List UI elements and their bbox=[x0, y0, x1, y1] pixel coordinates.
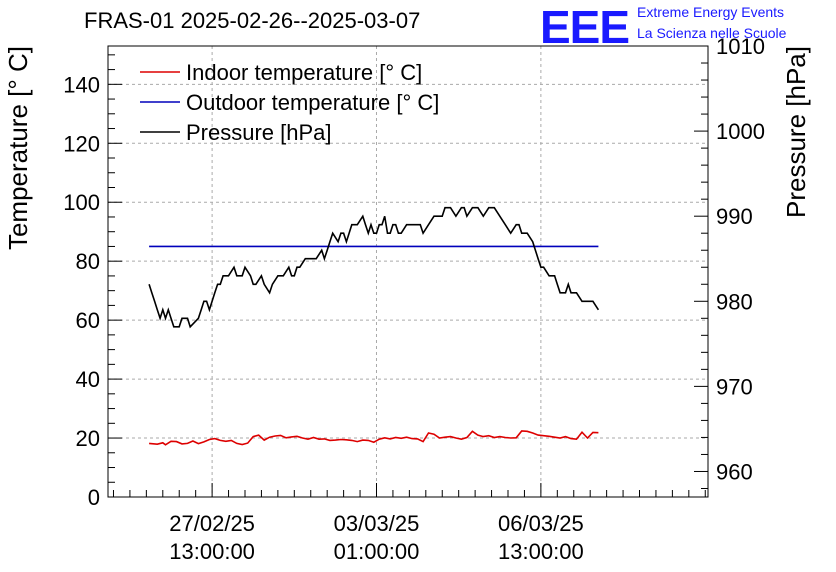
x-tick-label-time: 13:00:00 bbox=[169, 539, 255, 564]
chart-title: FRAS-01 2025-02-26--2025-03-07 bbox=[84, 8, 421, 33]
plot-frame bbox=[107, 45, 709, 498]
right-tick-label: 1000 bbox=[716, 119, 765, 144]
right-tick-label: 970 bbox=[716, 374, 753, 399]
legend-pressure-label: Pressure [hPa] bbox=[186, 120, 332, 145]
left-tick-label: 140 bbox=[63, 72, 100, 97]
left-tick-label: 80 bbox=[76, 249, 100, 274]
x-tick-label-date: 06/03/25 bbox=[498, 511, 584, 536]
legend: Indoor temperature [° C] Outdoor temperat… bbox=[140, 60, 439, 145]
legend-outdoor-label: Outdoor temperature [° C] bbox=[186, 90, 439, 115]
series-lines bbox=[148, 206, 600, 446]
left-tick-label: 40 bbox=[76, 367, 100, 392]
axes: 0 20 40 60 80 100 120 140 960 970 980 990 1000 1010 27… bbox=[3, 34, 811, 564]
x-tick-label-time: 01:00:00 bbox=[334, 539, 420, 564]
right-tick-label: 960 bbox=[716, 459, 753, 484]
logo-subtitle-1: Extreme Energy Events bbox=[637, 4, 785, 20]
left-tick-label: 0 bbox=[88, 485, 100, 510]
x-tick-label-date: 03/03/25 bbox=[334, 511, 420, 536]
indoor-temperature-line bbox=[149, 430, 599, 446]
left-tick-label: 120 bbox=[63, 131, 100, 156]
logo-subtitle-2: La Scienza nelle Scuole bbox=[637, 25, 787, 41]
x-tick-label-time: 13:00:00 bbox=[498, 539, 584, 564]
left-tick-label: 20 bbox=[76, 426, 100, 451]
eee-logo: EEE bbox=[540, 1, 630, 53]
pressure-line bbox=[148, 206, 600, 329]
legend-indoor-label: Indoor temperature [° C] bbox=[186, 60, 422, 85]
x-tick-label-date: 27/02/25 bbox=[169, 511, 255, 536]
left-tick-label: 100 bbox=[63, 190, 100, 215]
left-axis-title: Temperature [° C] bbox=[3, 46, 33, 250]
right-tick-label: 1010 bbox=[716, 34, 765, 59]
right-axis-title: Pressure [hPa] bbox=[781, 46, 811, 218]
right-tick-label: 990 bbox=[716, 204, 753, 229]
left-tick-label: 60 bbox=[76, 308, 100, 333]
right-tick-label: 980 bbox=[716, 289, 753, 314]
